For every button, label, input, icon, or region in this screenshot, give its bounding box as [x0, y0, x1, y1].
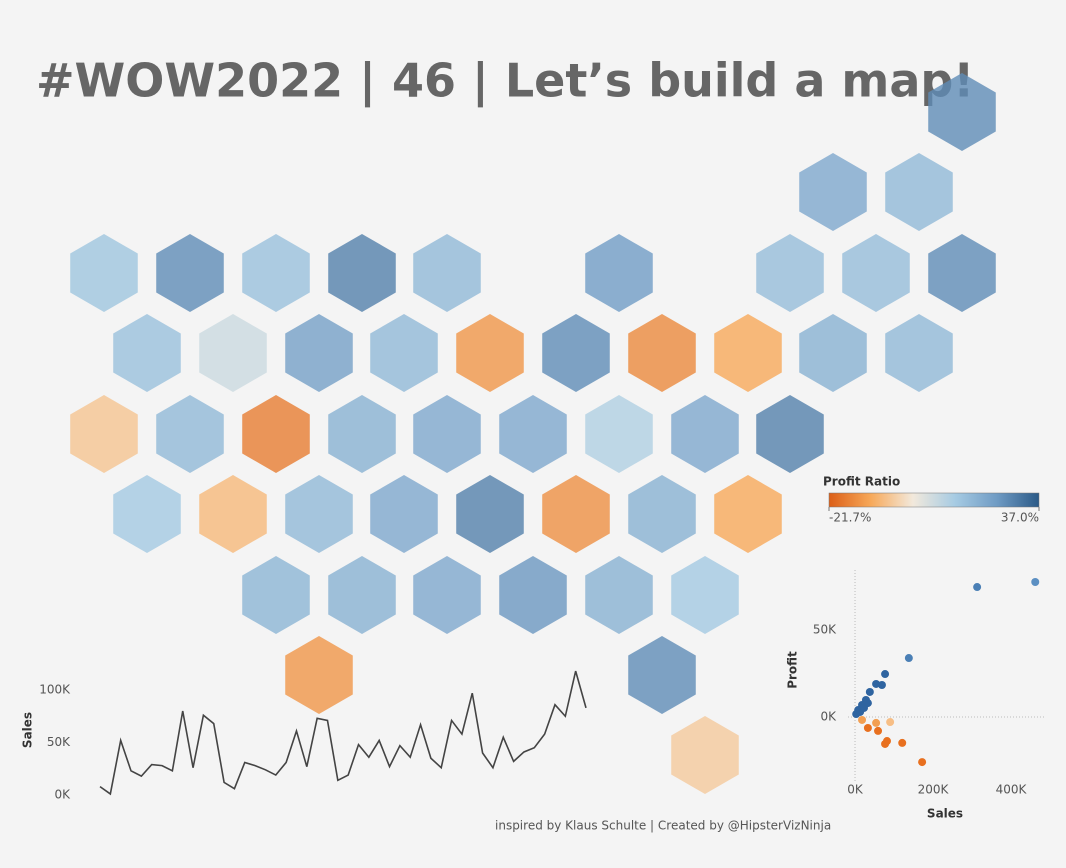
y-tick-label: 0K — [820, 710, 837, 724]
y-tick-label: 100K — [39, 683, 71, 697]
y-tick-label: 0K — [54, 788, 71, 802]
state-hex — [928, 73, 996, 151]
state-hex — [585, 556, 653, 634]
state-hex — [328, 556, 396, 634]
state-hex — [671, 556, 739, 634]
legend-gradient — [828, 492, 1040, 508]
state-hex — [842, 234, 910, 312]
point — [877, 681, 886, 689]
x-tick-label: 0K — [847, 783, 864, 797]
credit: inspired by Klaus Schulte | Created by @… — [495, 819, 831, 833]
legend-label: -21.7% — [829, 511, 871, 525]
state-hex — [585, 234, 653, 312]
state-hex — [413, 395, 481, 473]
point — [1031, 578, 1040, 587]
state-hex — [199, 314, 267, 392]
state-hex — [885, 153, 953, 231]
state-hex — [456, 475, 524, 553]
x-tick-label: 200K — [918, 783, 950, 797]
point — [918, 758, 927, 767]
state-hex — [242, 234, 310, 312]
state-hex — [756, 234, 824, 312]
state-hex — [156, 234, 224, 312]
y-tick-label: 50K — [813, 623, 837, 637]
state-hex — [542, 475, 610, 553]
state-hex — [156, 395, 224, 473]
state-hex — [542, 314, 610, 392]
state-hex — [370, 475, 438, 553]
point — [904, 654, 913, 663]
point — [874, 726, 883, 735]
point — [858, 715, 867, 724]
x-tick-label: 400K — [996, 783, 1028, 797]
state-hex — [456, 314, 524, 392]
legend-label: 37.0% — [1001, 511, 1039, 525]
state-hex — [70, 395, 138, 473]
y-axis-label: Sales — [21, 712, 35, 748]
state-hex — [799, 153, 867, 231]
point — [973, 583, 982, 592]
state-hex — [671, 395, 739, 473]
x-axis-label: Sales — [927, 807, 963, 821]
state-hex — [714, 475, 782, 553]
point — [881, 739, 890, 748]
point — [863, 699, 872, 708]
state-hex — [328, 234, 396, 312]
state-hex — [113, 314, 181, 392]
point — [865, 687, 874, 696]
point — [872, 718, 881, 727]
state-hex — [285, 314, 353, 392]
sales-line — [99, 670, 587, 796]
state-hex — [799, 314, 867, 392]
point — [881, 670, 890, 679]
y-axis-label: Profit — [786, 651, 800, 689]
state-hex — [499, 395, 567, 473]
state-hex — [628, 475, 696, 553]
state-hex — [242, 395, 310, 473]
state-hex — [70, 234, 138, 312]
state-hex — [413, 556, 481, 634]
state-hex — [242, 556, 310, 634]
state-hex — [885, 314, 953, 392]
state-hex — [285, 636, 353, 714]
legend-title: Profit Ratio — [823, 475, 900, 489]
state-hex — [585, 395, 653, 473]
state-hex — [714, 314, 782, 392]
state-hex — [928, 234, 996, 312]
state-hex — [413, 234, 481, 312]
state-hex — [113, 475, 181, 553]
state-hex — [499, 556, 567, 634]
state-hex — [199, 475, 267, 553]
state-hex — [628, 314, 696, 392]
y-tick-label: 50K — [47, 735, 71, 749]
point — [863, 723, 872, 732]
state-hex — [628, 636, 696, 714]
point — [898, 738, 907, 747]
point — [886, 718, 895, 727]
dashboard-title: #WOW2022 | 46 | Let’s build a map! — [36, 54, 974, 109]
state-hex — [370, 314, 438, 392]
state-hex — [285, 475, 353, 553]
state-hex — [328, 395, 396, 473]
state-hex — [756, 395, 824, 473]
state-hex — [671, 716, 739, 794]
